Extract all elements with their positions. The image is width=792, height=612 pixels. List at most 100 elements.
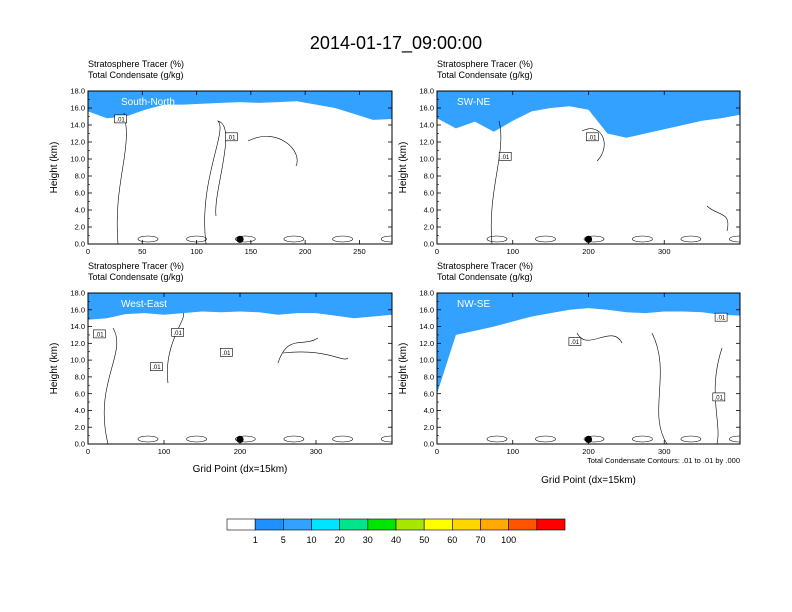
colorbar-swatch (452, 518, 481, 531)
panel-header-tracer: Stratosphere Tracer (%) (437, 261, 533, 271)
tracer-band (88, 293, 392, 320)
y-tick-label: 12.0 (70, 138, 85, 147)
plot-frame (87, 90, 393, 245)
low-cloud-contour (332, 235, 353, 243)
y-tick-label: 4.0 (75, 406, 85, 415)
y-tick-label: 4.0 (424, 406, 434, 415)
y-tick-label: 4.0 (424, 206, 434, 215)
y-tick-label: 8.0 (75, 172, 85, 181)
y-tick-label: 12.0 (419, 138, 434, 147)
x-tick-label: 0 (435, 447, 439, 456)
low-cloud-contour (186, 435, 207, 443)
y-tick-label: 16.0 (70, 104, 85, 113)
low-cloud-contour (680, 435, 702, 443)
contour-label: .01 (715, 395, 724, 401)
colorbar-label: 70 (475, 535, 485, 545)
contour-label: .01 (152, 365, 161, 371)
contour-label-box (585, 132, 599, 142)
condensate-contour (247, 136, 298, 167)
x-tick-label: 300 (310, 447, 323, 456)
colorbar-label: 10 (306, 535, 316, 545)
y-tick-label: 18.0 (70, 87, 85, 96)
y-axis-label: Height (km) (398, 343, 409, 395)
colorbar-swatch (339, 518, 369, 531)
plot-area (88, 91, 392, 244)
colorbar-swatch (311, 518, 340, 531)
contour-label-box (714, 312, 728, 322)
low-cloud-contour (380, 435, 392, 443)
low-cloud-contour (632, 435, 653, 443)
colorbar-swatch (480, 518, 509, 531)
x-axis-label: Grid Point (dx=15km) (541, 475, 636, 486)
tracer-band (437, 293, 740, 394)
y-tick-label: 2.0 (424, 423, 434, 432)
condensate-contour (204, 120, 227, 244)
y-tick-label: 16.0 (70, 305, 85, 314)
contour-label-box (225, 132, 238, 142)
y-tick-label: 12.0 (70, 339, 85, 348)
y-tick-label: 2.0 (75, 223, 85, 232)
y-tick-label: 6.0 (424, 389, 434, 398)
y-tick-label: 16.0 (419, 305, 434, 314)
x-tick-label: 250 (353, 247, 366, 256)
tracer-band (88, 91, 392, 120)
condensate-contour (103, 327, 118, 444)
y-tick-label: 14.0 (70, 322, 85, 331)
colorbar-swatch (395, 518, 425, 531)
condensate-contour (167, 312, 184, 384)
contour-label: .01 (227, 135, 236, 141)
low-cloud-contour (486, 435, 508, 443)
colorbar: 1 5 10 20 30 40 50 60 70 100 (226, 518, 566, 545)
contour-label: .01 (116, 117, 125, 123)
contour-label-box (93, 329, 106, 339)
colorbar-swatch (508, 518, 538, 531)
y-tick-label: 8.0 (75, 372, 85, 381)
colorbar-label: 1 (253, 535, 258, 545)
tracer-band (437, 91, 740, 138)
colorbar-label: 50 (419, 535, 429, 545)
low-cloud-contour (283, 435, 305, 443)
panel-label: South-North (121, 97, 175, 108)
y-tick-label: 2.0 (424, 223, 434, 232)
y-tick-label: 10.0 (419, 155, 434, 164)
y-tick-label: 0.0 (424, 440, 434, 449)
x-tick-label: 200 (234, 447, 247, 456)
contour-label: .01 (95, 332, 104, 338)
panel-label: SW-NE (457, 97, 490, 108)
contour-label: .01 (222, 351, 231, 357)
location-marker (584, 235, 593, 243)
low-cloud-contour (380, 235, 392, 243)
y-tick-label: 14.0 (419, 121, 434, 130)
panels: Stratosphere Tracer (%) Total Condensate … (49, 59, 741, 486)
y-axis-label: Height (km) (398, 142, 409, 194)
colorbar-label: 20 (335, 535, 345, 545)
y-tick-label: 10.0 (70, 155, 85, 164)
condensate-contour (706, 205, 729, 232)
contour-label-box (171, 327, 184, 337)
condensate-contour (576, 332, 623, 344)
low-cloud-contour (486, 235, 508, 243)
panel-2: Stratosphere Tracer (%)Total Condensate … (398, 59, 741, 256)
colorbar-swatch (367, 518, 397, 531)
contour-label-box (712, 392, 726, 402)
x-tick-label: 100 (506, 247, 519, 256)
panel-header-condensate: Total Condensate (g/kg) (88, 272, 184, 282)
condensate-contour (277, 337, 319, 364)
y-tick-label: 6.0 (75, 189, 85, 198)
plot-area (437, 91, 740, 244)
x-tick-label: 200 (299, 247, 312, 256)
panel-header-condensate: Total Condensate (g/kg) (88, 70, 184, 80)
low-cloud-contour (283, 235, 305, 243)
x-tick-label: 300 (658, 247, 671, 256)
y-tick-label: 12.0 (419, 339, 434, 348)
colorbar-swatch (423, 518, 453, 531)
y-tick-label: 18.0 (70, 289, 85, 298)
condensate-contour (282, 351, 349, 360)
low-cloud-contour (235, 435, 256, 443)
panel-3: Stratosphere Tracer (%)Total Condensate … (49, 261, 393, 475)
condensate-contour (581, 128, 605, 162)
x-tick-label: 100 (158, 447, 171, 456)
y-tick-label: 2.0 (75, 423, 85, 432)
contour-label: .01 (717, 316, 726, 322)
contour-label: .01 (571, 340, 580, 346)
